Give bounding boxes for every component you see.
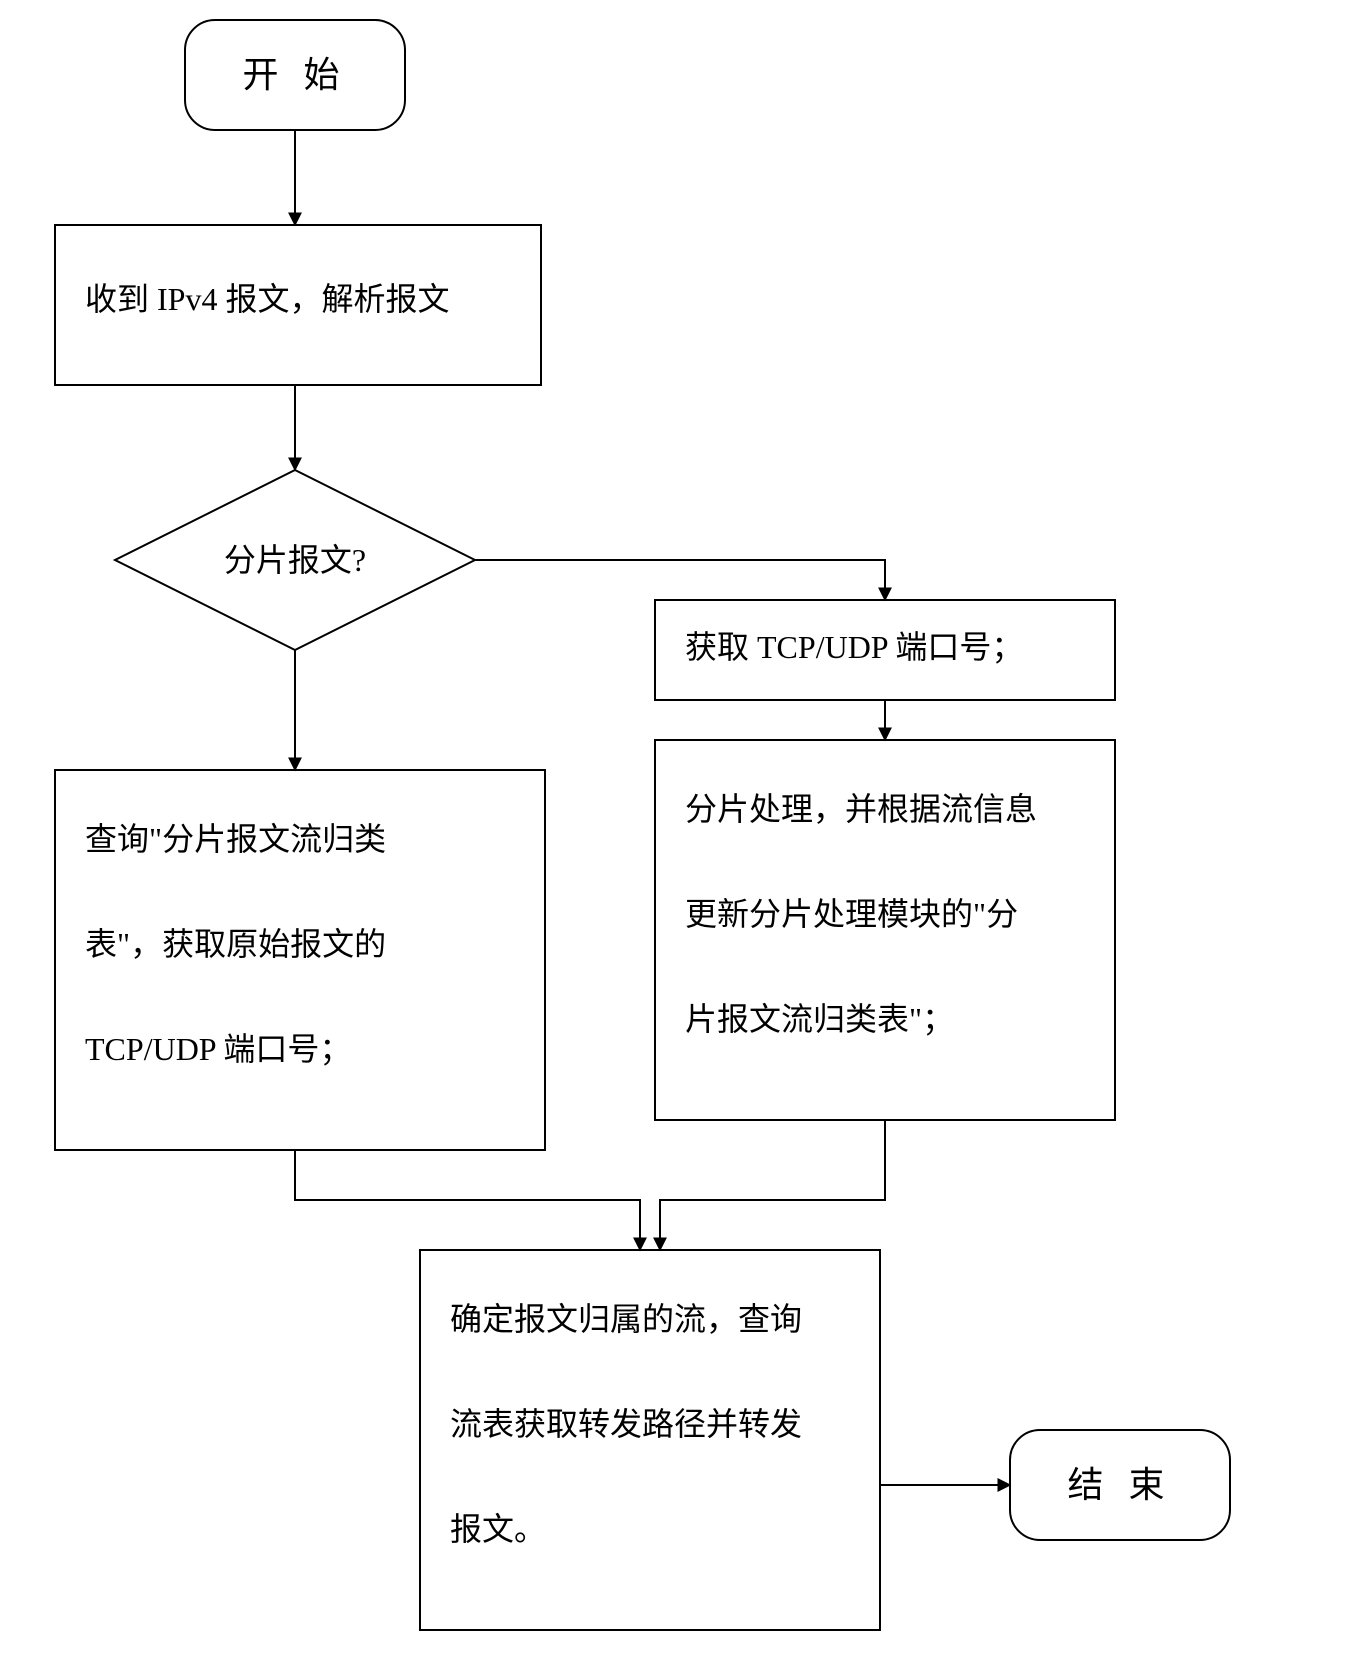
svg-text:收到 IPv4 报文，解析报文: 收到 IPv4 报文，解析报文 — [85, 281, 449, 317]
svg-text:开 始: 开 始 — [242, 55, 347, 95]
svg-text:片报文流归类表"；: 片报文流归类表"； — [685, 1001, 954, 1037]
end: 结 束 — [1010, 1430, 1230, 1540]
query_table: 查询"分片报文流归类表"，获取原始报文的 TCP/UDP 端口号； — [55, 770, 545, 1150]
edge-frag_process — [660, 1120, 885, 1250]
edge-query_table — [295, 1150, 640, 1250]
flowchart-diagram: 开 始收到 IPv4 报文，解析报文分片报文? 获取 TCP/UDP 端口号； 查询… — [0, 0, 1371, 1658]
svg-text:分片处理，并根据流信息: 分片处理，并根据流信息 — [685, 791, 1037, 827]
get_port: 获取 TCP/UDP 端口号； — [655, 600, 1115, 700]
frag_process: 分片处理，并根据流信息更新分片处理模块的"分片报文流归类表"； — [655, 740, 1115, 1120]
start: 开 始 — [185, 20, 405, 130]
svg-text:获取 TCP/UDP 端口号；: 获取 TCP/UDP 端口号； — [685, 629, 1023, 665]
forward: 确定报文归属的流，查询流表获取转发路径并转发报文。 — [420, 1250, 880, 1630]
svg-text:TCP/UDP 端口号；: TCP/UDP 端口号； — [85, 1031, 351, 1067]
svg-text:分片报文?: 分片报文? — [224, 542, 366, 578]
svg-text:更新分片处理模块的"分: 更新分片处理模块的"分 — [685, 896, 1018, 932]
decision: 分片报文? — [115, 470, 475, 650]
edge-decision-no — [475, 560, 885, 600]
parse: 收到 IPv4 报文，解析报文 — [55, 225, 541, 385]
svg-text:表"，获取原始报文的: 表"，获取原始报文的 — [85, 926, 386, 962]
svg-text:结 束: 结 束 — [1067, 1465, 1172, 1505]
svg-text:查询"分片报文流归类: 查询"分片报文流归类 — [85, 821, 386, 857]
svg-text:流表获取转发路径并转发: 流表获取转发路径并转发 — [450, 1406, 802, 1442]
svg-text:确定报文归属的流，查询: 确定报文归属的流，查询 — [450, 1301, 802, 1337]
svg-text:报文。: 报文。 — [450, 1511, 546, 1547]
